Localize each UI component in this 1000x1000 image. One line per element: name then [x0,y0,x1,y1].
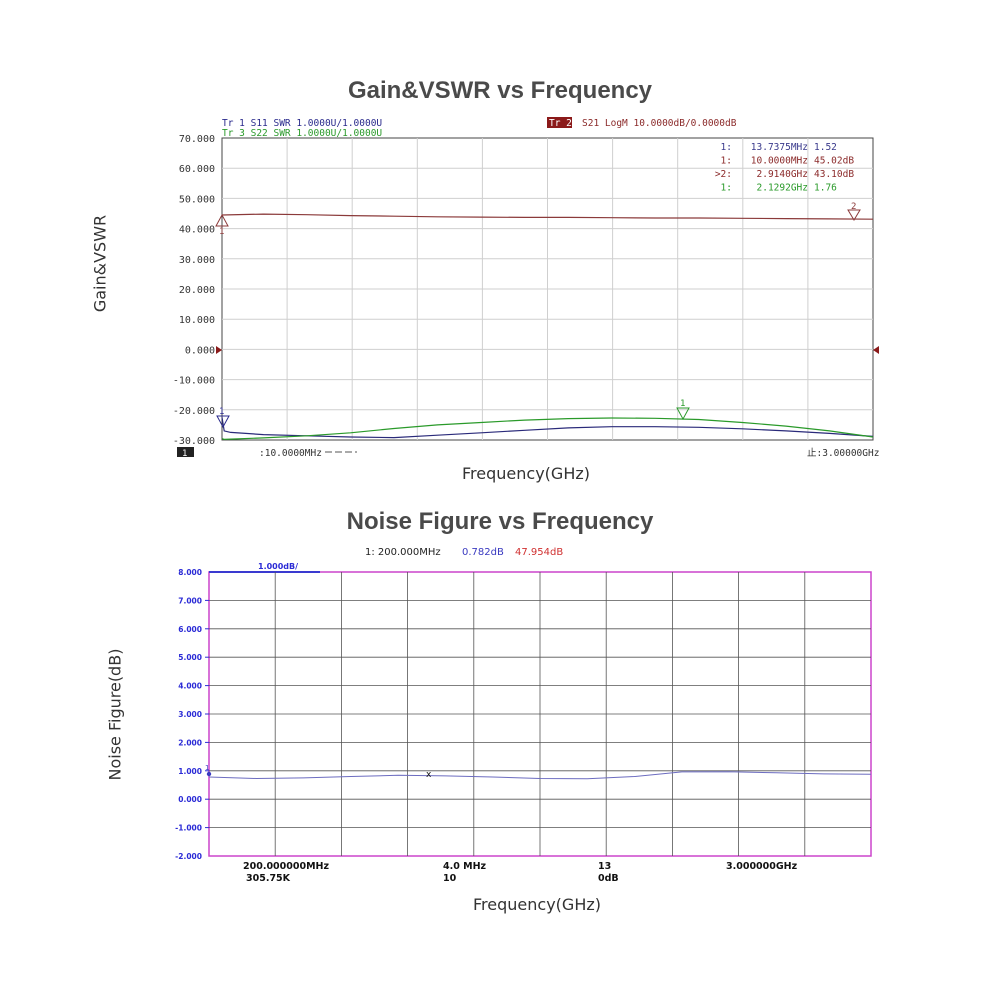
marker-readout-table: 1: 13.7375MHz 1.52 1: 10.0000MHz 45.02dB >2: 2.… [715,142,854,194]
gain-vswr-y-tick-label: 70.000 [179,134,215,145]
trace-2-active-box [547,117,572,128]
trace-header-s22: Tr 3 S22 SWR 1.0000U/1.0000U [222,128,382,139]
marker-readout-value: 45.02dB [814,156,854,167]
marker-readout-frequency: 13.7375MHz [751,142,808,153]
marker-readout-label: 1: [721,156,732,167]
marker-s22-1-tag: 1 [680,399,685,409]
gain-vswr-y-tick-label: -20.000 [173,406,215,417]
gain-vswr-x-axis-title: Frequency(GHz) [462,464,590,483]
gain-vswr-grid [222,138,873,440]
gain-vswr-y-tick-label: -30.000 [173,436,215,447]
trace-2-label: Tr 2 [549,118,572,129]
marker-s21-2-tag: 2 [851,202,856,212]
marker-s22-1 [676,407,690,421]
trace-header-s21: S21 LogM 10.0000dB/0.0000dB [582,118,737,129]
gain-vswr-y-tick-label: 50.000 [179,194,215,205]
gain-vswr-y-tick-label: -10.000 [173,376,215,387]
trace-header-s11: Tr 1 S11 SWR 1.0000U/1.0000U [222,118,382,129]
marker-s11-1-tag: 1 [219,407,224,417]
gain-vswr-title: Gain&VSWR vs Frequency [347,77,653,104]
gain-vswr-y-tick-label: 30.000 [179,255,215,266]
marker-s21-2 [847,209,861,221]
marker-s21-1 [215,213,229,227]
noise-figure-title: Noise Figure vs Frequency [346,508,654,535]
stop-frequency-label: 止:3.00000GHz [807,447,879,459]
channel-number: 1 [182,449,187,459]
series-s22-line [221,417,874,441]
gain-vswr-y-tick-label: 20.000 [179,285,215,296]
series-s21-line [221,213,874,220]
marker-readout-label: >2: [715,169,732,180]
gain-vswr-y-tick-label: 40.000 [179,225,215,236]
noise-figure-x-axis-title: Frequency(GHz) [473,895,601,914]
left-reference-arrow [216,346,222,354]
gain-vswr-y-ticks: 70.000 60.000 50.000 40.000 30.000 20.000 10.0… [173,134,215,447]
start-frequency-label: :10.0000MHz [259,448,322,459]
marker-readout-frequency: 10.0000MHz [751,156,808,167]
marker-readout-value: 43.10dB [814,169,854,180]
gain-vswr-y-tick-label: 60.000 [179,164,215,175]
noise-figure-y-axis-title: Noise Figure(dB) [105,648,125,781]
marker-readout-value: 1.52 [814,142,837,153]
gain-vswr-y-tick-label: 10.000 [179,315,215,326]
marker-readout-value: 1.76 [814,183,837,194]
marker-s21-1-tag: 1 [219,227,224,237]
series-s11-line [221,417,874,439]
marker-readout-label: 1: [721,183,732,194]
marker-readout-frequency: 2.9140GHz [757,169,808,180]
marker-readout-label: 1: [721,142,732,153]
right-reference-arrow [873,346,879,354]
channel-box [177,447,194,457]
marker-s11-1 [216,415,230,429]
marker-readout-frequency: 2.1292GHz [757,183,808,194]
gain-vswr-y-tick-label: 0.000 [185,345,215,356]
